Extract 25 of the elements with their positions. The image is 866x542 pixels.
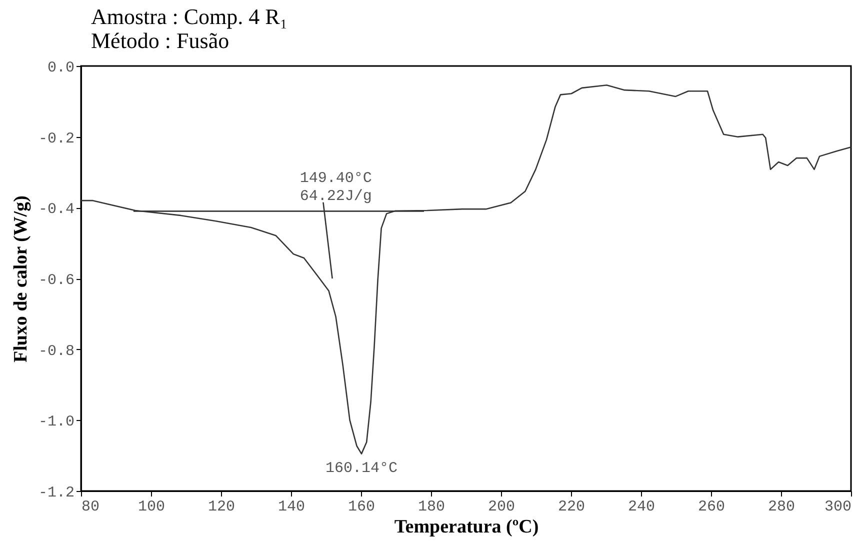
x-tick-label: 300: [824, 498, 852, 516]
x-tick-label: 80: [82, 498, 100, 516]
y-tick-label: 0.0: [47, 60, 74, 76]
y-axis-title: Fluxo de calor (W/g): [10, 196, 32, 362]
x-tick-label: 220: [558, 498, 586, 516]
x-axis-title: Temperatura (ºC): [394, 516, 539, 538]
y-tick-label: -1.2: [38, 484, 74, 502]
y-tick-label: -0.2: [38, 130, 74, 148]
x-tick-label: 100: [138, 498, 166, 516]
chart-subtitle: Método : Fusão: [90, 28, 230, 53]
chart-title: Amostra : Comp. 4 R₁: [90, 4, 288, 29]
y-tick-label: -1.0: [38, 414, 74, 431]
annotation: 160.14°C: [325, 460, 398, 477]
x-tick-label: 160: [348, 498, 376, 516]
x-tick-label: 120: [208, 498, 236, 516]
x-tick-label: 200: [488, 498, 516, 516]
y-tick-label: -0.6: [38, 272, 74, 289]
y-tick-label: -0.8: [38, 342, 74, 360]
x-tick-label: 180: [418, 498, 446, 516]
x-tick-label: 240: [628, 498, 656, 516]
annotation: 149.40°C 64.22J/g: [300, 170, 372, 206]
x-tick-label: 260: [698, 498, 726, 516]
x-tick-label: 140: [278, 498, 306, 516]
y-tick-label: -0.4: [38, 201, 74, 218]
x-tick-label: 280: [768, 498, 796, 516]
